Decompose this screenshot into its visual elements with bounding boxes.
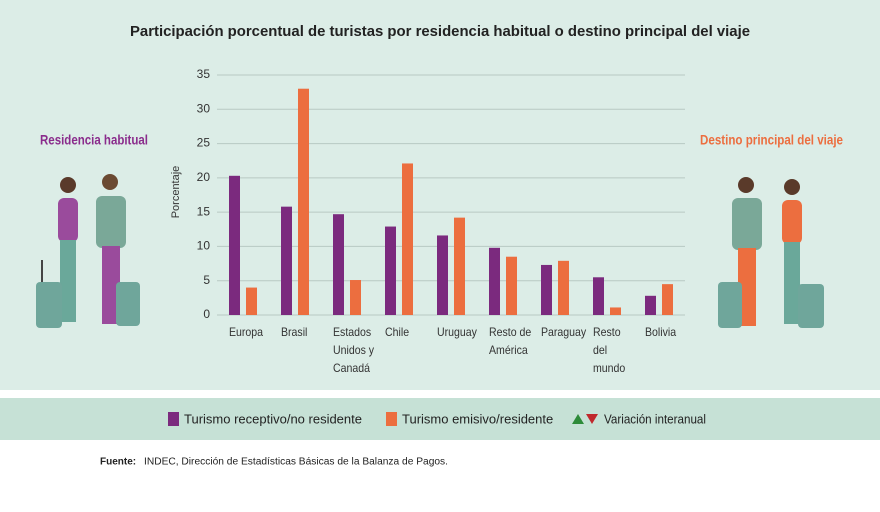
bar — [541, 264, 552, 315]
source: INDEC, Dirección de Estadísticas Básicas… — [144, 457, 448, 468]
y-tick-label: 35 — [197, 67, 211, 81]
bar — [662, 284, 673, 315]
legend-label: Variación interanual — [604, 411, 706, 426]
legend-label: Turismo receptivo/no residente — [184, 411, 362, 426]
bar — [402, 163, 413, 315]
legend-swatch — [386, 412, 397, 426]
bar — [593, 277, 604, 315]
right-label: Destino principal del viaje — [700, 132, 843, 148]
y-tick-label: 30 — [197, 101, 211, 115]
bar — [385, 226, 396, 315]
y-tick-label: 15 — [197, 204, 211, 218]
travelers-right — [718, 177, 824, 328]
legend-label: Turismo emisivo/residente — [402, 411, 553, 426]
bar — [558, 260, 569, 315]
bar — [437, 235, 448, 315]
source-label: Fuente: — [100, 457, 136, 468]
bar — [298, 88, 309, 315]
y-tick-label: 25 — [197, 136, 211, 150]
bar — [645, 295, 656, 315]
x-tick-label: Resto del mundo — [593, 325, 626, 375]
trend-up-icon — [572, 414, 584, 424]
y-tick-label: 0 — [203, 307, 210, 321]
x-tick-label: Estados Unidos y Canadá — [333, 325, 375, 375]
x-tick-label: Chile — [385, 325, 410, 339]
bar — [281, 206, 292, 315]
x-tick-label: Uruguay — [437, 325, 477, 339]
bar — [610, 307, 621, 315]
y-tick-label: 5 — [203, 273, 210, 287]
bar — [333, 214, 344, 315]
x-tick-label: Bolivia — [645, 325, 677, 339]
x-tick-label: Paraguay — [541, 325, 587, 339]
y-tick-label: 10 — [197, 239, 211, 253]
x-tick-label: Resto de América — [489, 325, 532, 357]
bar — [454, 217, 465, 315]
left-label: Residencia habitual — [40, 132, 148, 148]
bar — [246, 287, 257, 315]
bar — [350, 280, 361, 315]
legend-swatch — [168, 412, 179, 426]
y-tick-label: 20 — [197, 170, 211, 184]
y-axis-label: Porcentaje — [170, 166, 182, 219]
bar — [489, 247, 500, 315]
legend-band — [0, 398, 880, 440]
bar — [506, 256, 517, 315]
trend-down-icon — [586, 414, 598, 424]
travelers-left — [36, 174, 140, 328]
x-tick-label: Europa — [229, 325, 264, 339]
chart-title: Participación porcentual de turistas por… — [130, 23, 750, 40]
x-tick-label: Brasil — [281, 325, 308, 339]
bar — [229, 175, 240, 315]
